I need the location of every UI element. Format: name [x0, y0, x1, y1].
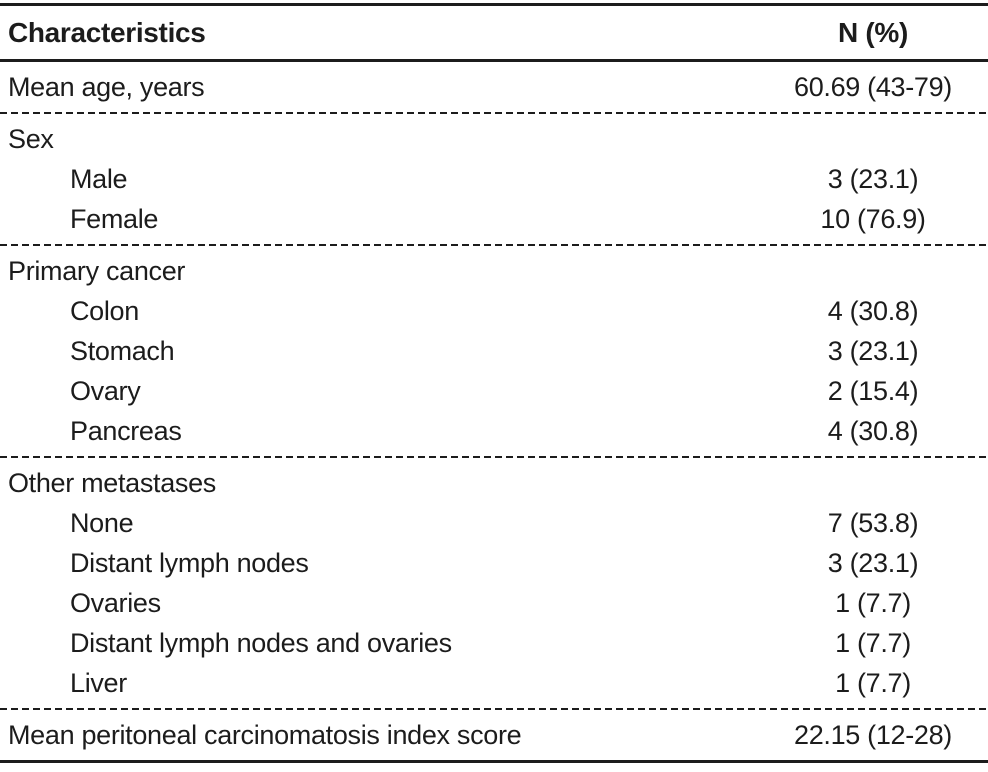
- row-value: 1 (7.7): [835, 588, 911, 618]
- row-value: 3 (23.1): [827, 164, 919, 194]
- section-other-metastases: Other metastases None 7 (53.8) Distant l…: [0, 458, 988, 708]
- row-value: 4 (30.8): [827, 416, 919, 446]
- table-header-row: Characteristics N (%): [0, 6, 988, 59]
- table-row: Mean age, years 60.69 (43-79): [0, 67, 988, 107]
- row-value: 10 (76.9): [820, 204, 926, 234]
- table-row: Mean peritoneal carcinomatosis index sco…: [0, 715, 988, 755]
- table-row: Sex: [0, 119, 988, 159]
- table-row: Male 3 (23.1): [0, 159, 988, 199]
- bottom-rule: [0, 760, 988, 763]
- row-label: Distant lymph nodes and ovaries: [70, 628, 452, 658]
- row-value: 1 (7.7): [835, 628, 911, 658]
- row-label: None: [70, 508, 134, 538]
- row-label: Mean age, years: [8, 72, 205, 102]
- table-row: Pancreas 4 (30.8): [0, 411, 988, 451]
- row-value: 7 (53.8): [827, 508, 919, 538]
- table-row: Ovaries 1 (7.7): [0, 583, 988, 623]
- row-label: Ovary: [70, 376, 141, 406]
- table-row: Stomach 3 (23.1): [0, 331, 988, 371]
- dashed-separator: [0, 112, 988, 114]
- table-row: Distant lymph nodes 3 (23.1): [0, 543, 988, 583]
- group-label: Other metastases: [8, 468, 216, 498]
- row-label: Mean peritoneal carcinomatosis index sco…: [8, 720, 522, 750]
- row-value: 3 (23.1): [827, 548, 919, 578]
- table-row: Primary cancer: [0, 251, 988, 291]
- dashed-separator: [0, 244, 988, 246]
- row-label: Female: [70, 204, 159, 234]
- row-label: Distant lymph nodes: [70, 548, 309, 578]
- table-row: Ovary 2 (15.4): [0, 371, 988, 411]
- row-label: Pancreas: [70, 416, 182, 446]
- row-value: 60.69 (43-79): [794, 72, 952, 102]
- top-rule: [0, 3, 988, 6]
- group-label: Sex: [8, 124, 54, 154]
- table-row: None 7 (53.8): [0, 503, 988, 543]
- row-label: Male: [70, 164, 128, 194]
- group-label: Primary cancer: [8, 256, 186, 286]
- section-pci-score: Mean peritoneal carcinomatosis index sco…: [0, 710, 988, 760]
- header-n-percent: N (%): [838, 16, 908, 48]
- row-value: 22.15 (12-28): [794, 720, 952, 750]
- header-rule: [0, 59, 988, 62]
- section-sex: Sex Male 3 (23.1) Female 10 (76.9): [0, 114, 988, 244]
- row-value: 3 (23.1): [827, 336, 919, 366]
- row-label: Liver: [70, 668, 127, 698]
- row-value: 1 (7.7): [835, 668, 911, 698]
- table-row: Female 10 (76.9): [0, 199, 988, 239]
- row-label: Stomach: [70, 336, 175, 366]
- section-primary-cancer: Primary cancer Colon 4 (30.8) Stomach 3 …: [0, 246, 988, 456]
- row-value: 4 (30.8): [827, 296, 919, 326]
- section-mean-age: Mean age, years 60.69 (43-79): [0, 62, 988, 112]
- row-value: 2 (15.4): [827, 376, 919, 406]
- dashed-separator: [0, 456, 988, 458]
- dashed-separator: [0, 708, 988, 710]
- table-row: Liver 1 (7.7): [0, 663, 988, 703]
- table-row: Distant lymph nodes and ovaries 1 (7.7): [0, 623, 988, 663]
- table-row: Colon 4 (30.8): [0, 291, 988, 331]
- header-characteristics: Characteristics: [8, 16, 206, 48]
- table-row: Other metastases: [0, 463, 988, 503]
- row-label: Ovaries: [70, 588, 161, 618]
- row-label: Colon: [70, 296, 139, 326]
